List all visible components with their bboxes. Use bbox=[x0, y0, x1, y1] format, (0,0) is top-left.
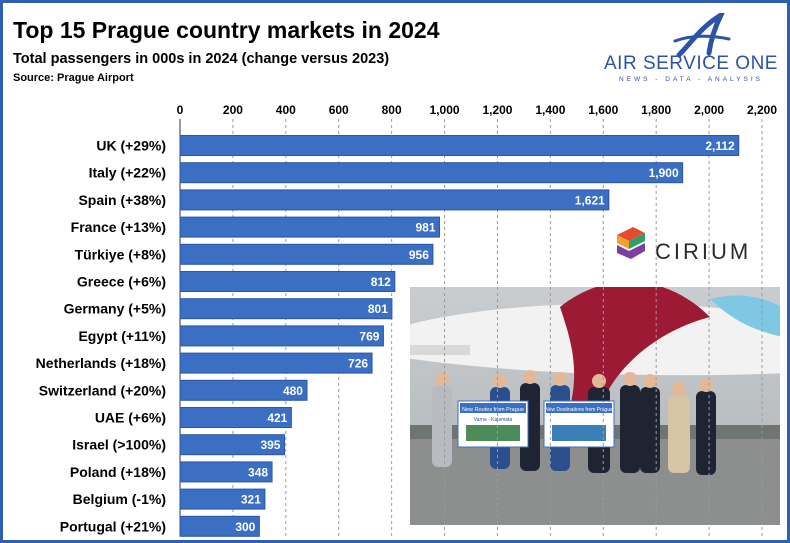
category-label: Greece (+6%) bbox=[77, 274, 166, 290]
x-tick-label: 600 bbox=[329, 103, 349, 117]
air-service-one-tagline: NEWS - DATA - ANALYSIS bbox=[618, 76, 764, 83]
bar bbox=[179, 243, 434, 265]
bar bbox=[179, 135, 740, 156]
chart-source: Source: Prague Airport bbox=[13, 72, 134, 84]
banner-right-title: New Destinations from Prague bbox=[545, 407, 613, 413]
data-label: 812 bbox=[371, 275, 391, 289]
data-label: 1,900 bbox=[649, 166, 679, 180]
data-label: 981 bbox=[415, 221, 435, 235]
air-service-one-a-icon bbox=[673, 13, 731, 57]
bar bbox=[179, 407, 292, 428]
data-label: 769 bbox=[359, 329, 379, 343]
category-label: Belgium (-1%) bbox=[73, 491, 166, 507]
bar bbox=[179, 162, 684, 184]
air-service-one-name: AIR SERVICE ONE bbox=[604, 53, 778, 74]
data-label: 726 bbox=[348, 357, 368, 371]
x-tick-label: 1,000 bbox=[430, 103, 460, 117]
bar bbox=[179, 216, 441, 238]
cirium-logo: CIRIUM bbox=[615, 225, 755, 267]
bar bbox=[179, 352, 373, 374]
data-label: 395 bbox=[260, 438, 280, 452]
data-label: 956 bbox=[409, 248, 429, 262]
category-label: UK (+29%) bbox=[96, 138, 166, 154]
x-tick-label: 1,600 bbox=[588, 103, 618, 117]
x-tick-label: 400 bbox=[276, 103, 296, 117]
bar bbox=[179, 379, 308, 401]
labels: 0 200 400 600 800 1,000 1,200 1,400 1,600 1,800 2,… bbox=[36, 103, 778, 534]
category-label: Türkiye (+8%) bbox=[75, 246, 166, 262]
data-label: 421 bbox=[267, 411, 287, 425]
category-label: Poland (+18%) bbox=[70, 464, 166, 480]
cirium-wordmark: CIRIUM bbox=[655, 239, 752, 264]
bar bbox=[179, 325, 384, 347]
category-label: Italy (+22%) bbox=[89, 165, 166, 181]
data-label: 348 bbox=[248, 465, 268, 479]
category-label: Israel (>100%) bbox=[72, 437, 166, 453]
data-label: 801 bbox=[368, 302, 388, 316]
bars bbox=[179, 135, 740, 537]
chart-subtitle: Total passengers in 000s in 2024 (change… bbox=[13, 51, 390, 67]
category-label: Egypt (+11%) bbox=[78, 328, 166, 344]
data-label: 321 bbox=[241, 493, 261, 507]
banner-left-title: New Routes from Prague bbox=[462, 407, 524, 413]
bar bbox=[179, 434, 285, 456]
category-label: France (+13%) bbox=[71, 219, 166, 235]
category-label: Spain (+38%) bbox=[78, 192, 166, 208]
bar-chart: 0 200 400 600 800 1,000 1,200 1,400 1,600 1,800 2,… bbox=[36, 103, 778, 537]
category-label: Netherlands (+18%) bbox=[36, 355, 166, 371]
x-tick-label: 1,800 bbox=[641, 103, 671, 117]
data-label: 2,112 bbox=[705, 139, 735, 153]
air-service-one-logo: AIR SERVICE ONE NEWS - DATA - ANALYSIS bbox=[601, 13, 781, 83]
banner-left-subtitle: Varna · Kalamata bbox=[474, 417, 513, 423]
bar bbox=[179, 488, 266, 510]
bar bbox=[179, 189, 610, 211]
bar bbox=[179, 298, 393, 320]
x-tick-label: 200 bbox=[223, 103, 243, 117]
x-tick-label: 2,000 bbox=[694, 103, 724, 117]
category-label: Switzerland (+20%) bbox=[39, 382, 166, 398]
x-tick-label: 1,200 bbox=[482, 103, 512, 117]
x-tick-label: 1,400 bbox=[535, 103, 565, 117]
category-label: UAE (+6%) bbox=[95, 410, 166, 426]
chart-title: Top 15 Prague country markets in 2024 bbox=[13, 17, 440, 43]
data-label: 300 bbox=[235, 520, 255, 534]
category-label: Germany (+5%) bbox=[64, 301, 166, 317]
category-label: Portugal (+21%) bbox=[60, 518, 166, 534]
x-tick-label: 800 bbox=[382, 103, 402, 117]
x-tick-label: 0 bbox=[177, 103, 184, 117]
x-tick-label: 2,200 bbox=[747, 103, 777, 117]
bar bbox=[179, 515, 260, 537]
route-launch-photo: New Routes from Prague Varna · Kalamata … bbox=[410, 287, 780, 525]
bar bbox=[179, 271, 396, 292]
cirium-mark-icon bbox=[617, 227, 645, 259]
route-launch-photo-image: New Routes from Prague Varna · Kalamata … bbox=[410, 287, 780, 525]
bar bbox=[179, 461, 273, 483]
data-label: 1,621 bbox=[575, 193, 605, 207]
data-label: 480 bbox=[283, 384, 303, 398]
